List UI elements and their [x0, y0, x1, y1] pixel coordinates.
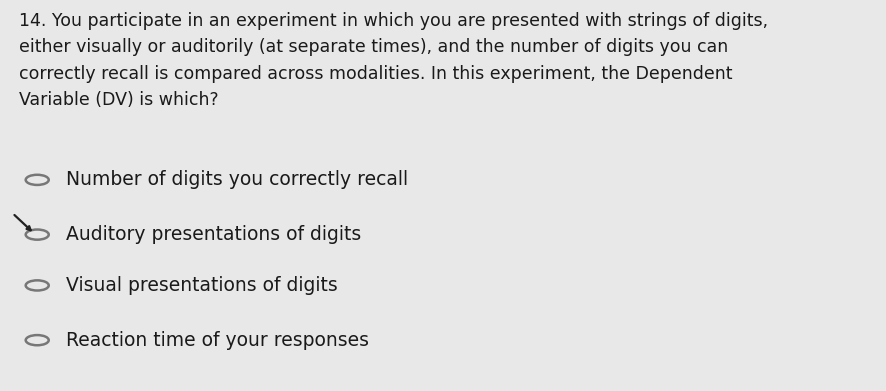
Text: Visual presentations of digits: Visual presentations of digits — [66, 276, 338, 295]
Text: Number of digits you correctly recall: Number of digits you correctly recall — [66, 170, 408, 189]
Text: 14. You participate in an experiment in which you are presented with strings of : 14. You participate in an experiment in … — [19, 12, 769, 109]
Text: Auditory presentations of digits: Auditory presentations of digits — [66, 225, 361, 244]
Text: Reaction time of your responses: Reaction time of your responses — [66, 331, 369, 350]
